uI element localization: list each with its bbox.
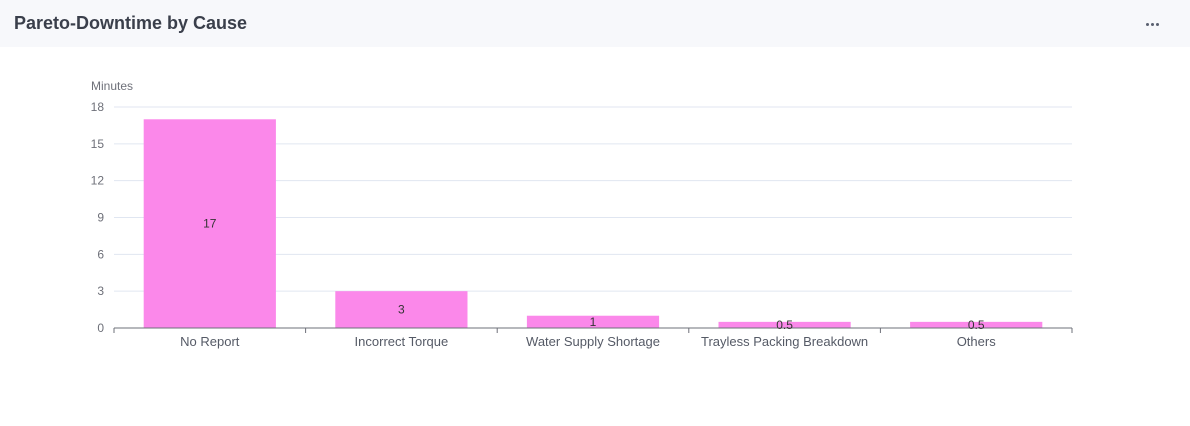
axes bbox=[113, 327, 1073, 333]
labels: Minutes 0 3 6 9 12 15 18 17 No Report 3 Incorrect T… bbox=[91, 79, 997, 349]
y-tick-label: 0 bbox=[97, 321, 104, 335]
x-tick-label: Water Supply Shortage bbox=[526, 334, 660, 349]
bar bbox=[526, 315, 660, 328]
bar-value-label: 17 bbox=[203, 217, 217, 231]
bars bbox=[143, 119, 1043, 329]
x-tick-label: Others bbox=[957, 334, 997, 349]
x-tick-label: Trayless Packing Breakdown bbox=[701, 334, 868, 349]
bar-value-label: 0.5 bbox=[968, 318, 985, 332]
bar bbox=[335, 291, 468, 328]
y-tick-label: 15 bbox=[91, 137, 105, 151]
bar-value-label: 0.5 bbox=[776, 318, 793, 332]
y-axis-title: Minutes bbox=[91, 79, 133, 93]
card-header: Pareto-Downtime by Cause bbox=[0, 0, 1190, 47]
y-tick-label: 18 bbox=[91, 100, 105, 114]
bar bbox=[143, 119, 276, 329]
bar-value-label: 3 bbox=[398, 303, 405, 317]
x-tick-label: Incorrect Torque bbox=[355, 334, 449, 349]
bar-value-label: 1 bbox=[590, 315, 597, 329]
y-tick-label: 12 bbox=[91, 174, 105, 188]
bar bbox=[718, 321, 851, 328]
y-tick-label: 6 bbox=[97, 247, 104, 261]
more-options-icon[interactable] bbox=[1140, 14, 1164, 34]
bar bbox=[910, 321, 1043, 328]
y-tick-label: 9 bbox=[97, 211, 104, 225]
x-tick-label: No Report bbox=[180, 334, 240, 349]
chart-title: Pareto-Downtime by Cause bbox=[14, 13, 248, 33]
y-tick-label: 3 bbox=[97, 284, 104, 298]
